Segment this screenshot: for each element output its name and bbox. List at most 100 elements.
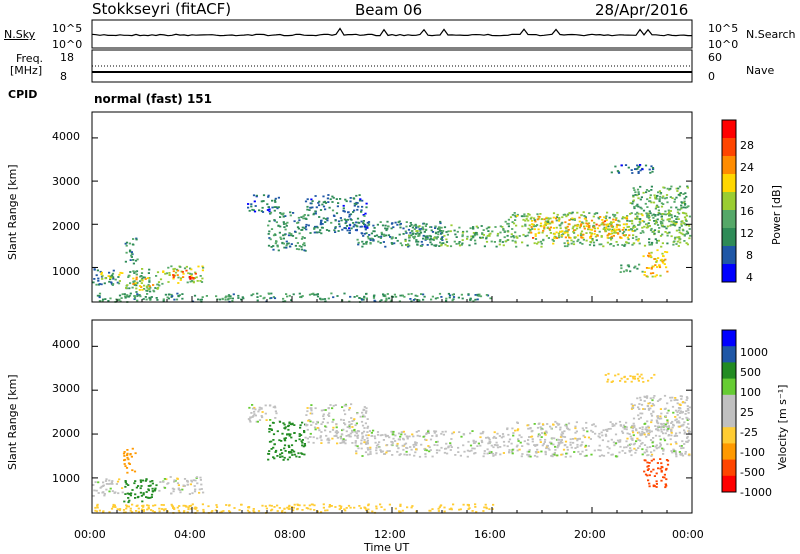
power-cell bbox=[603, 220, 607, 223]
velocity-cell bbox=[462, 444, 465, 447]
power-cell bbox=[600, 235, 603, 237]
velocity-cell bbox=[379, 503, 382, 506]
power-cell bbox=[133, 284, 136, 286]
velocity-cell bbox=[498, 435, 501, 437]
power-cell bbox=[417, 240, 420, 243]
velocity-cell bbox=[535, 451, 538, 454]
power-cell bbox=[511, 221, 514, 223]
velocity-cell bbox=[656, 421, 659, 424]
velocity-cell bbox=[591, 424, 594, 426]
velocity-cell bbox=[659, 438, 662, 441]
velocity-cell bbox=[162, 504, 165, 506]
power-cell bbox=[469, 239, 472, 241]
velocity-cell bbox=[215, 506, 219, 508]
power-cell bbox=[670, 185, 673, 188]
power-cell bbox=[668, 188, 671, 191]
power-cell bbox=[498, 240, 501, 243]
velocity-cell bbox=[621, 430, 624, 433]
power-cell bbox=[275, 240, 278, 243]
velocity-cell bbox=[687, 409, 690, 412]
power-cell bbox=[109, 278, 112, 281]
power-cell bbox=[668, 231, 671, 234]
velocity-cell bbox=[641, 433, 644, 435]
velocity-cell bbox=[598, 436, 601, 439]
power-cell bbox=[615, 241, 618, 243]
power-cell bbox=[552, 212, 556, 215]
power-cell bbox=[658, 266, 662, 269]
velocity-cell bbox=[301, 509, 304, 511]
power-cell bbox=[637, 191, 640, 193]
velocity-cell bbox=[531, 438, 534, 440]
power-cell bbox=[491, 230, 494, 233]
velocity-cell bbox=[433, 430, 436, 433]
power-cell bbox=[653, 220, 656, 222]
power-cell bbox=[368, 234, 371, 236]
power-cell bbox=[267, 244, 271, 247]
power-cell bbox=[657, 239, 660, 242]
power-cell bbox=[634, 213, 637, 216]
velocity-cell bbox=[544, 438, 547, 441]
velocity-cell bbox=[687, 439, 690, 442]
velocity-cell bbox=[651, 403, 654, 405]
velocity-cell bbox=[303, 453, 306, 456]
power-cell bbox=[581, 221, 584, 224]
power-cell bbox=[414, 233, 417, 235]
velocity-cell bbox=[413, 454, 416, 457]
velocity-cell bbox=[365, 434, 368, 437]
velocity-cell bbox=[350, 417, 353, 419]
velocity-cell bbox=[653, 449, 656, 452]
power-cell bbox=[357, 205, 360, 208]
velocity-cell bbox=[544, 450, 547, 453]
power-cell bbox=[361, 199, 364, 202]
velocity-cell bbox=[145, 478, 148, 480]
velocity-cell bbox=[355, 450, 358, 453]
xtick-0400: 04:00 bbox=[174, 528, 206, 541]
power-cell bbox=[349, 295, 352, 298]
power-cell bbox=[678, 226, 681, 229]
power-cell bbox=[582, 238, 585, 241]
velocity-cell bbox=[544, 433, 547, 436]
power-cell bbox=[140, 278, 143, 281]
power-cell bbox=[350, 219, 353, 221]
velocity-cell bbox=[173, 488, 176, 491]
power-cell bbox=[306, 198, 309, 201]
power-cell bbox=[268, 293, 271, 295]
velocity-cell bbox=[578, 437, 581, 440]
power-cell bbox=[172, 274, 175, 277]
power-cell bbox=[140, 286, 143, 288]
velocity-cell bbox=[643, 408, 646, 410]
velocity-cell bbox=[351, 442, 354, 444]
velocity-cell bbox=[670, 450, 673, 452]
power-cell bbox=[652, 230, 655, 233]
power-cell bbox=[660, 221, 663, 224]
power-cell bbox=[567, 234, 570, 237]
velocity-cell bbox=[684, 451, 687, 453]
velocity-cell bbox=[207, 505, 210, 508]
velocity-cell bbox=[645, 435, 648, 438]
velocity-cell bbox=[320, 439, 323, 442]
power-cell bbox=[380, 231, 383, 234]
velocity-cell bbox=[607, 451, 610, 454]
velocity-cell bbox=[126, 492, 129, 495]
power-cell bbox=[181, 293, 184, 295]
velocity-cell bbox=[199, 479, 202, 481]
power-cell bbox=[348, 232, 351, 234]
velocity-cell bbox=[682, 423, 685, 426]
power-cell bbox=[277, 249, 280, 252]
power-cell bbox=[280, 213, 283, 215]
power-cell bbox=[287, 234, 291, 237]
power-colorbar-swatch bbox=[722, 210, 736, 229]
power-cell bbox=[272, 248, 275, 251]
velocity-cell bbox=[643, 432, 646, 434]
velocity-cell bbox=[485, 436, 488, 439]
velocity-cell bbox=[567, 422, 571, 425]
velocity-cell bbox=[195, 476, 199, 478]
power-cell bbox=[661, 242, 664, 245]
velocity-cell bbox=[657, 446, 660, 449]
power-cell bbox=[356, 238, 359, 241]
velocity-cell bbox=[554, 445, 557, 448]
power-cell bbox=[515, 224, 518, 227]
velocity-cell bbox=[283, 437, 286, 440]
power-cell bbox=[445, 241, 449, 243]
power-cell bbox=[384, 300, 387, 303]
